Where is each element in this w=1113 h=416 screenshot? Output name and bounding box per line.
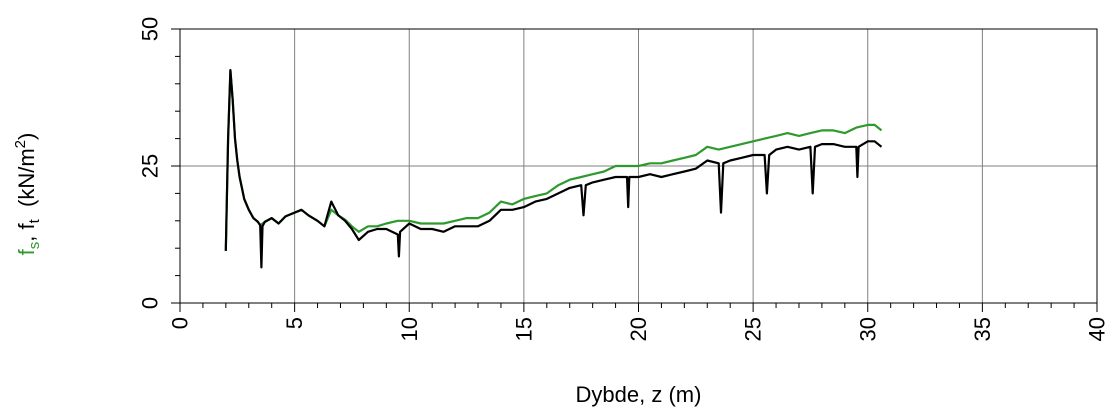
x-tick-label: 15 — [511, 317, 536, 341]
x-tick-label: 10 — [397, 317, 422, 341]
y-axis-separator: , — [14, 230, 39, 242]
x-tick-labels: 0 5 10 15 20 25 30 35 40 — [168, 317, 1110, 341]
series-line-ft — [224, 69, 883, 269]
series-layer — [224, 69, 883, 269]
y-axis-title: fs, ft (kN/m2) — [12, 133, 43, 256]
x-tick-label: 40 — [1085, 317, 1110, 341]
x-tick-label: 25 — [741, 317, 766, 341]
y-axis-fs-main: f — [14, 248, 39, 255]
y-tick-label: 0 — [138, 297, 163, 309]
y-tick-label: 25 — [138, 154, 163, 178]
x-axis-title: Dybde, z (m) — [576, 382, 702, 407]
x-tick-label: 5 — [282, 317, 307, 329]
y-axis-fs-sub: s — [26, 242, 43, 250]
y-axis-unit-pre: (kN/m — [14, 148, 39, 219]
y-tick-label: 50 — [138, 17, 163, 41]
x-tick-label: 30 — [855, 317, 880, 341]
y-axis-ft-sub: t — [26, 218, 43, 223]
y-axis-unit-sup: 2 — [12, 140, 29, 148]
ticks — [171, 28, 1098, 312]
y-tick-labels: 0 25 50 — [138, 17, 163, 309]
x-tick-label: 0 — [168, 317, 193, 329]
x-tick-label: 20 — [626, 317, 651, 341]
y-axis-unit-post: ) — [14, 133, 39, 140]
x-tick-label: 35 — [970, 317, 995, 341]
y-axis-ft-main: f — [14, 223, 39, 230]
